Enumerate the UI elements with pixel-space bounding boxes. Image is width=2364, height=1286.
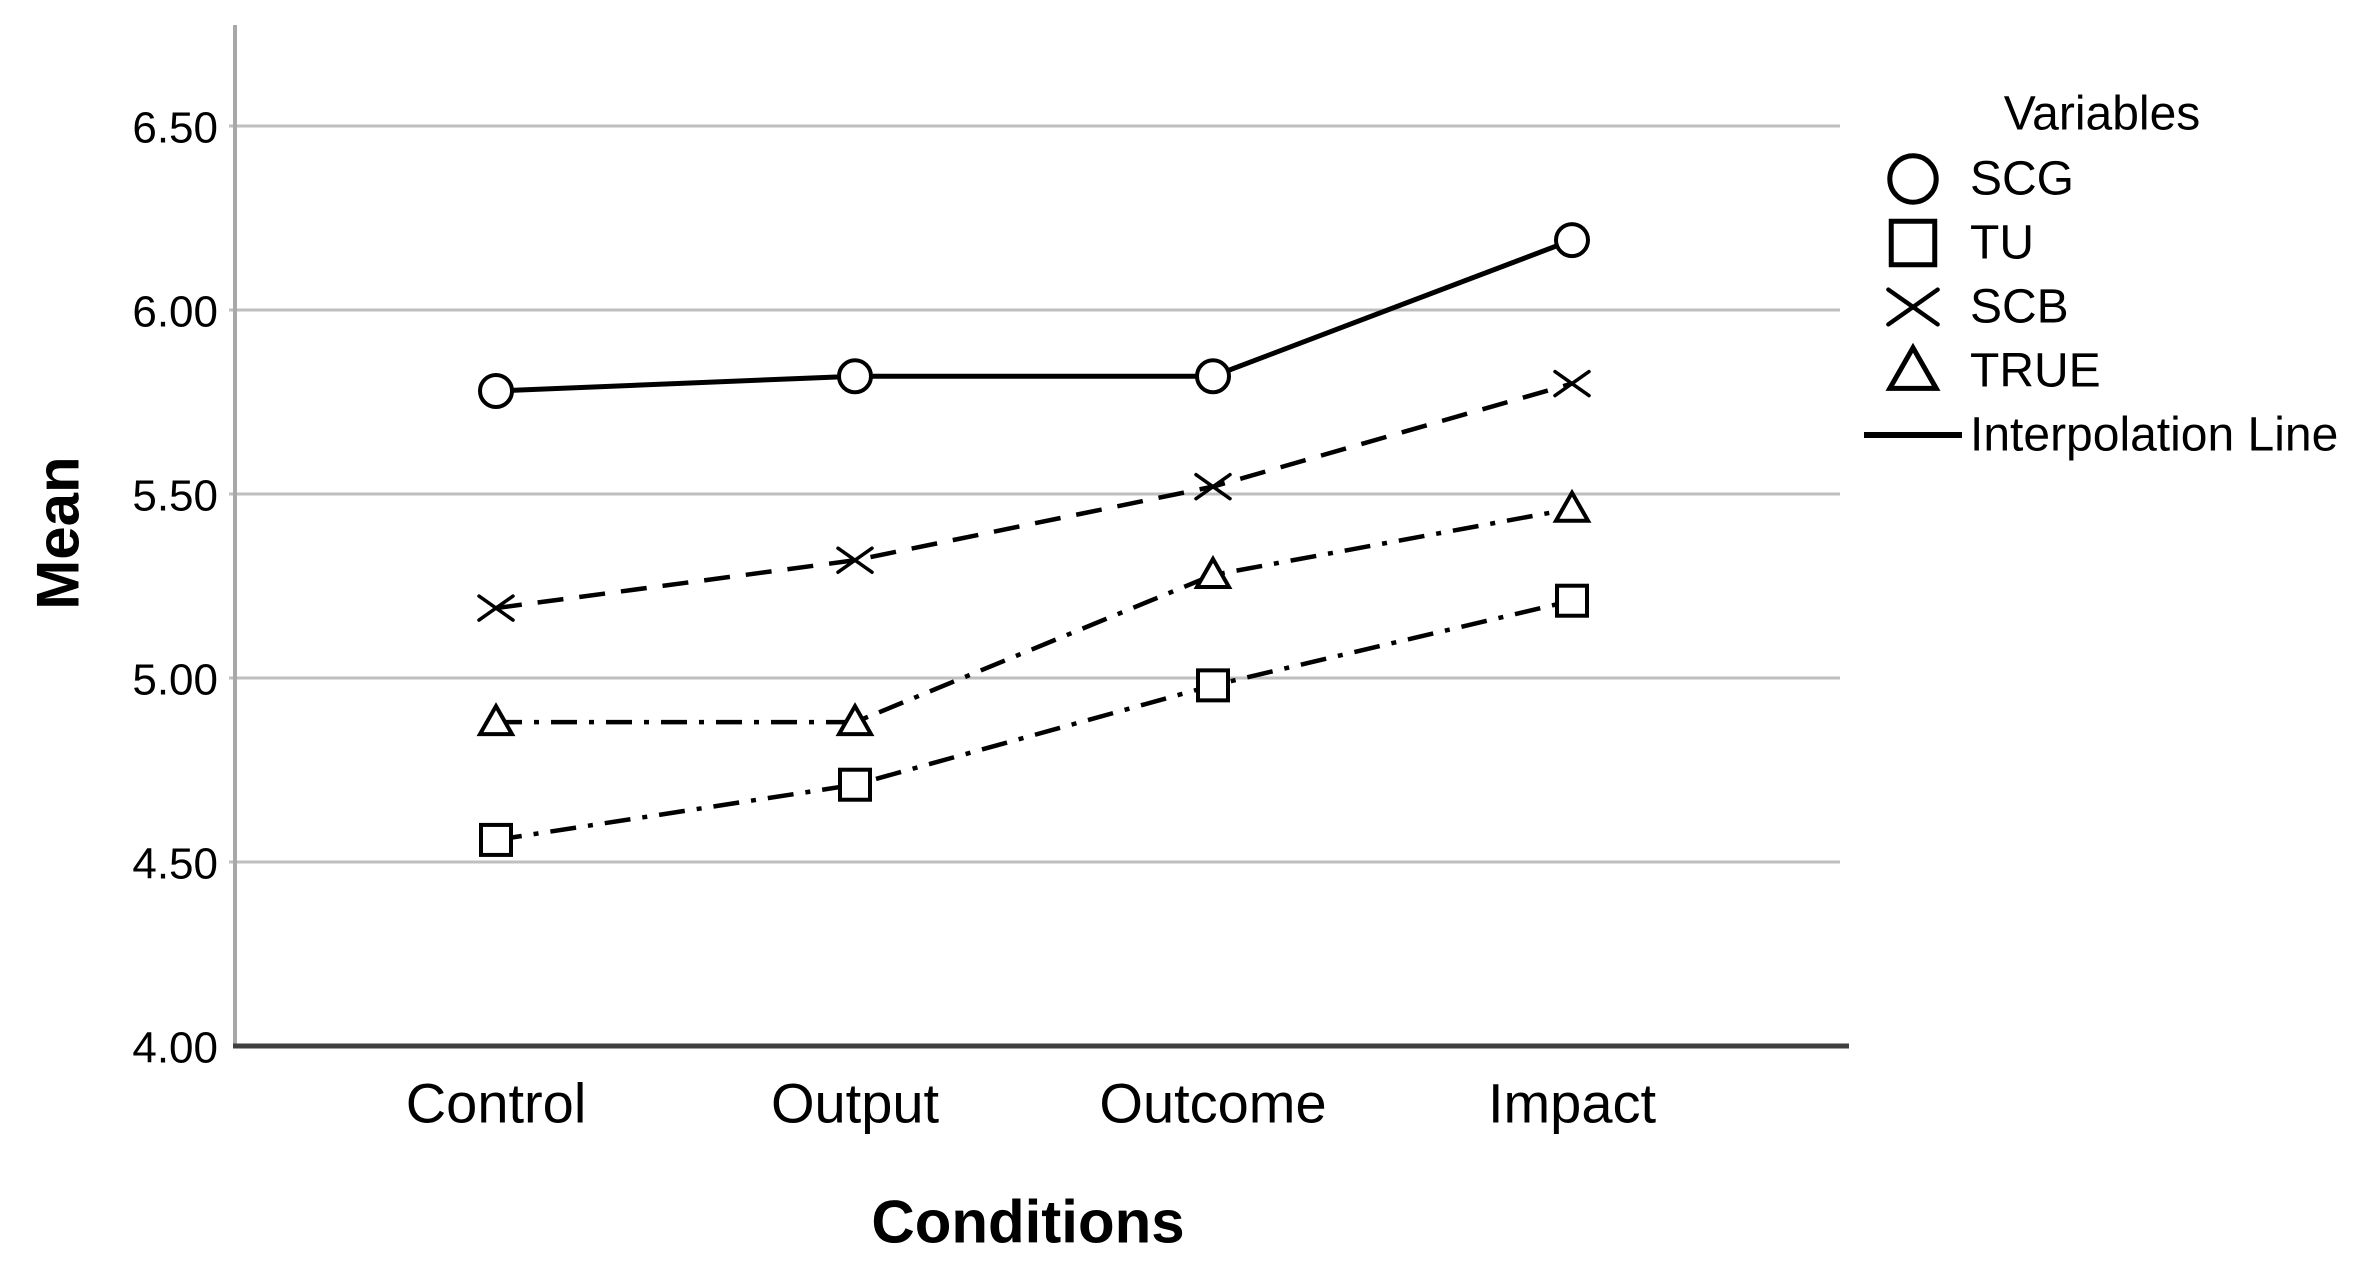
y-axis-tick-labels: 6.50 6.00 5.50 5.00 4.50 4.00 [132, 104, 218, 1073]
series-SCB-line [495, 381, 1573, 611]
series-TU-marker-outcome [1196, 668, 1230, 703]
series-SCG-marker-outcome [1195, 358, 1231, 395]
series-TU-marker-control [479, 822, 513, 857]
series-TRUE-marker-output [835, 702, 875, 737]
x-axis-title: Conditions [871, 1189, 1184, 1256]
y-tick-label-4.50: 4.50 [132, 840, 218, 889]
series-SCB-marker-control [477, 594, 515, 622]
series-TRUE-line [496, 506, 1573, 725]
series-SCB-marker-outcome [1194, 472, 1232, 501]
legend-label-true: TRUE [1970, 345, 2101, 398]
series-TU-line [495, 598, 1573, 843]
series-SCB-marker-impact [1553, 369, 1591, 398]
series-TRUE-marker-outcome [1193, 554, 1233, 589]
series-SCG-line [495, 237, 1573, 394]
legend-x-icon [1886, 287, 1940, 327]
legend-label-tu: TU [1970, 217, 2034, 270]
legend-label-scg: SCG [1970, 153, 2074, 206]
series-lines [495, 237, 1573, 843]
x-category-label-outcome: Outcome [1099, 1072, 1326, 1135]
y-tick-label-5.00: 5.00 [132, 656, 218, 705]
legend: Variables SCG TU SCB TRUE Interpolation Line [1864, 88, 2338, 462]
y-axis-title: Mean [25, 456, 92, 609]
series-SCG-marker-impact [1554, 222, 1590, 259]
legend-title: Variables [2004, 88, 2201, 141]
series-markers [476, 222, 1592, 857]
x-category-label-output: Output [771, 1072, 940, 1135]
y-tick-label-6.00: 6.00 [132, 288, 218, 337]
x-axis-category-labels: Control Output Outcome Impact [406, 1072, 1657, 1135]
y-tick-label-4.00: 4.00 [132, 1024, 218, 1073]
x-category-label-impact: Impact [1488, 1072, 1656, 1135]
axes [233, 25, 1849, 1049]
legend-label-interpolation-line: Interpolation Line [1970, 409, 2338, 462]
gridlines [229, 124, 1840, 864]
legend-entries: SCG TU SCB TRUE Interpolation Line [1864, 153, 2338, 462]
series-SCB-marker-output [836, 546, 874, 574]
x-category-label-control: Control [406, 1072, 587, 1135]
series-SCG-marker-control [478, 372, 514, 409]
y-tick-label-5.50: 5.50 [132, 472, 218, 521]
legend-triangle-icon [1885, 342, 1941, 391]
series-TRUE-marker-impact [1552, 488, 1592, 523]
y-tick-label-6.50: 6.50 [132, 104, 218, 153]
series-TRUE-marker-control [476, 702, 516, 737]
legend-label-scb: SCB [1970, 281, 2069, 334]
series-SCG-marker-output [837, 358, 873, 395]
legend-square-icon [1888, 218, 1938, 268]
series-TU-marker-output [838, 767, 872, 802]
series-TU-marker-impact [1555, 583, 1589, 618]
legend-circle-icon [1887, 153, 1939, 205]
